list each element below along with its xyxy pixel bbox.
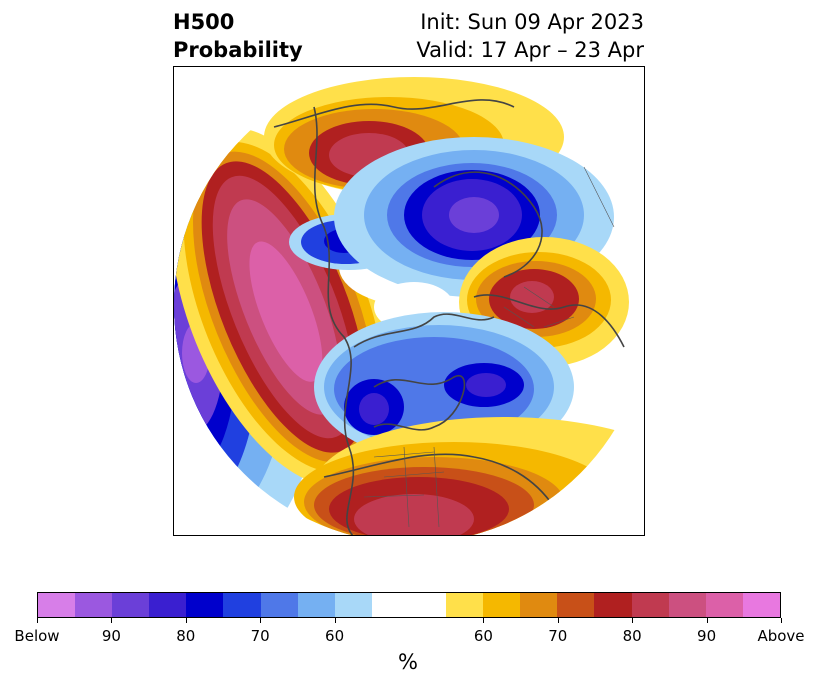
colorbar-segment — [149, 593, 187, 617]
colorbar-segment — [334, 593, 372, 617]
colorbar-tick-mark — [111, 618, 113, 623]
colorbar-tick-mark — [557, 618, 559, 623]
colorbar-segment — [483, 593, 521, 617]
colorbar-unit: % — [398, 650, 418, 674]
colorbar-tick-label: 60 — [473, 627, 493, 645]
colorbar-tick-mark — [632, 618, 634, 623]
colorbar-tick-label: Below — [14, 627, 60, 645]
colorbar-tick-mark — [260, 618, 262, 623]
map-panel — [173, 66, 645, 536]
colorbar-segment — [520, 593, 558, 617]
title-line-2: Probability — [173, 38, 303, 62]
colorbar-tick-label: 70 — [250, 627, 270, 645]
colorbar-tick-mark — [781, 618, 782, 623]
colorbar-tick-label: 90 — [697, 627, 717, 645]
colorbar-tick-label: 80 — [622, 627, 642, 645]
probability-map — [174, 67, 644, 535]
colorbar-segment — [38, 593, 76, 617]
title-line-1: H500 — [173, 10, 235, 34]
colorbar-tick-mark — [483, 618, 485, 623]
borders — [363, 126, 625, 528]
title-left: H500 Probability — [173, 8, 303, 64]
colorbar-segment — [446, 593, 484, 617]
colorbar-segment — [668, 593, 706, 617]
colorbar-segment — [75, 593, 113, 617]
colorbar-segment — [631, 593, 669, 617]
colorbar-tick-mark — [37, 618, 38, 623]
colorbar-tick-label: 90 — [101, 627, 121, 645]
coastlines — [273, 99, 625, 535]
colorbar-segment — [371, 593, 409, 617]
colorbar-segment — [557, 593, 595, 617]
colorbar-segment — [742, 593, 780, 617]
colorbar-tick-label: Above — [757, 627, 805, 645]
colorbar — [37, 592, 781, 618]
colorbar-segment — [186, 593, 224, 617]
colorbar-segment — [223, 593, 261, 617]
colorbar-tick-mark — [185, 618, 187, 623]
colorbar-segment — [705, 593, 743, 617]
valid-dates: Valid: 17 Apr – 23 Apr — [416, 38, 644, 62]
colorbar-segment — [260, 593, 298, 617]
colorbar-segment — [408, 593, 447, 617]
colorbar-tick-mark — [334, 618, 336, 623]
colorbar-segment — [594, 593, 632, 617]
colorbar-tick-label: 80 — [176, 627, 196, 645]
colorbar-segment — [112, 593, 150, 617]
init-date: Init: Sun 09 Apr 2023 — [420, 10, 644, 34]
colorbar-tick-label: 70 — [548, 627, 568, 645]
colorbar-tick-mark — [706, 618, 708, 623]
colorbar-tick-label: 60 — [325, 627, 345, 645]
colorbar-segment — [297, 593, 335, 617]
title-right: Init: Sun 09 Apr 2023 Valid: 17 Apr – 23… — [416, 8, 644, 64]
